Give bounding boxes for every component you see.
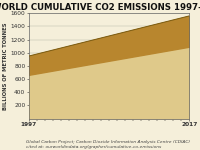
Title: WORLD CUMULATIVE CO2 EMISSIONS 1997–2017: WORLD CUMULATIVE CO2 EMISSIONS 1997–2017 <box>0 3 200 12</box>
Text: Global Carbon Project; Carbon Dioxide Information Analysis Centre (CDIAC)
cited : Global Carbon Project; Carbon Dioxide In… <box>26 140 189 149</box>
Y-axis label: BILLIONS OF METRIC TONNES: BILLIONS OF METRIC TONNES <box>3 22 8 110</box>
